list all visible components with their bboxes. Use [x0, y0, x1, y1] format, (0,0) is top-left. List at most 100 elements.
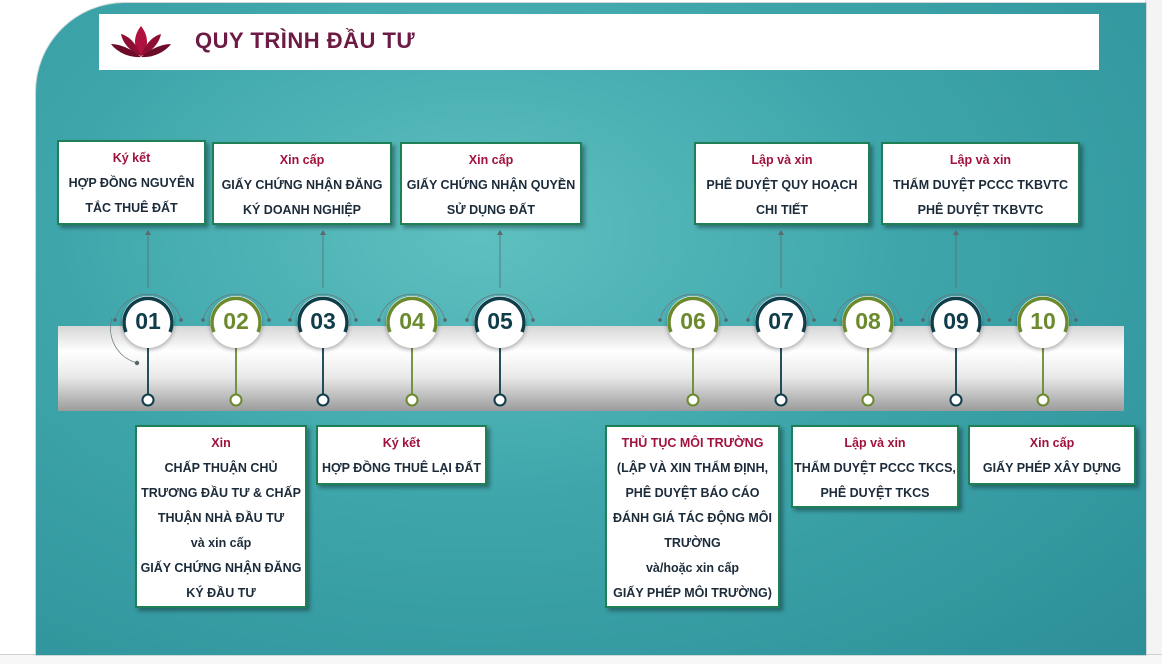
- step-box-line: TẮC THUÊ ĐẤT: [85, 201, 178, 215]
- step-stem-ring: [493, 393, 507, 407]
- step-box-heading: Lập và xin: [844, 436, 906, 450]
- top-connector-arrow: [778, 230, 784, 235]
- step-number-06: 06: [680, 308, 706, 334]
- step-ring: [930, 296, 982, 333]
- step-arc-dot: [179, 318, 183, 322]
- step-arc-dot: [288, 318, 292, 322]
- step-ring: [210, 296, 262, 333]
- top-connector-arrow: [320, 230, 326, 235]
- title-bar: QUY TRÌNH ĐẦU TƯ: [99, 14, 1099, 70]
- step-box-05: Xin cấp GIẤY CHỨNG NHẬN QUYỀN SỬ DỤNG ĐẤ…: [400, 142, 582, 225]
- step-ring: [386, 296, 438, 333]
- step-arc-dot: [921, 318, 925, 322]
- step-ring: [297, 296, 349, 333]
- step-stem-ring: [686, 393, 700, 407]
- step-box-line: HỢP ĐỒNG THUÊ LẠI ĐẤT: [321, 461, 482, 475]
- step-arc-dot: [899, 318, 903, 322]
- step-outer-arc: [114, 293, 182, 321]
- top-connector-arrow: [497, 230, 503, 235]
- step-box-heading: Lập và xin: [751, 153, 813, 167]
- step-ring: [1017, 296, 1069, 333]
- step-outer-arc: [289, 293, 357, 321]
- step-arc-dot: [113, 318, 117, 322]
- step-arc-dot: [746, 318, 750, 322]
- step-box-heading: Xin cấp: [1029, 436, 1075, 450]
- step-box-line: KÝ DOANH NGHIỆP: [242, 203, 362, 217]
- page-title: QUY TRÌNH ĐẦU TƯ: [195, 28, 416, 53]
- step-stem-ring: [861, 393, 875, 407]
- step-ring: [122, 296, 174, 333]
- step-outer-arc: [378, 293, 446, 321]
- step-arc-dot: [354, 318, 358, 322]
- step-arc-dot: [1008, 318, 1012, 322]
- step-box-line: và/hoặc xin cấp: [645, 561, 740, 575]
- step-box-01: Ký kết HỢP ĐỒNG NGUYÊN TẮC THUÊ ĐẤT: [57, 140, 206, 225]
- step-number-03: 03: [310, 308, 336, 334]
- step-stem-ring: [405, 393, 419, 407]
- step-number-05: 05: [487, 308, 513, 334]
- step-outer-arc: [922, 293, 990, 321]
- step-stem-ring: [141, 393, 155, 407]
- step-outer-arc: [202, 293, 270, 321]
- step-box-line: và xin cấp: [190, 536, 252, 550]
- step-number-07: 07: [768, 308, 794, 334]
- step-box-heading: THỦ TỤC MÔI TRƯỜNG: [621, 436, 764, 450]
- step-box-line: TRƯỜNG: [664, 536, 721, 550]
- step-stem-ring: [1036, 393, 1050, 407]
- step-box-heading: Ký kết: [382, 436, 421, 450]
- step-box-heading: Lập và xin: [949, 153, 1012, 167]
- step-number-04: 04: [399, 308, 425, 334]
- step-box-line: TRƯƠNG ĐẦU TƯ & CHẤP: [141, 486, 301, 500]
- step-box-line: PHÊ DUYỆT QUY HOẠCH: [706, 178, 858, 192]
- step-number-10: 10: [1030, 308, 1056, 334]
- step-arc-dot: [658, 318, 662, 322]
- step-box-04: Ký kết HỢP ĐỒNG THUÊ LẠI ĐẤT: [316, 425, 487, 485]
- step-box-09: Lập và xin THẨM DUYỆT PCCC TKBVTC PHÊ DU…: [881, 142, 1080, 225]
- step-arc-dot: [987, 318, 991, 322]
- step-outer-arc: [466, 293, 534, 321]
- step-arc-dot: [531, 318, 535, 322]
- step-arc-dot: [812, 318, 816, 322]
- step-box-heading: Xin cấp: [468, 153, 514, 167]
- step-arc-dot: [1074, 318, 1078, 322]
- step-arc-dot: [377, 318, 381, 322]
- step-box-line: THUẬN NHÀ ĐẦU TƯ: [157, 511, 285, 525]
- step-outer-arc: [110, 317, 138, 364]
- step-box-line: ĐÁNH GIÁ TÁC ĐỘNG MÔI: [612, 511, 773, 525]
- step-box-line: THẨM DUYỆT PCCC TKBVTC: [893, 178, 1068, 192]
- step-arc-dot: [724, 318, 728, 322]
- step-number-09: 09: [943, 308, 969, 334]
- step-box-heading: Xin: [211, 436, 231, 450]
- step-outer-arc: [747, 293, 815, 321]
- step-box-line: CHI TIẾT: [755, 203, 809, 217]
- step-ring: [842, 296, 894, 333]
- step-stem-ring: [774, 393, 788, 407]
- step-arc-dot: [443, 318, 447, 322]
- step-number-08: 08: [855, 308, 881, 334]
- step-box-line: KÝ ĐẦU TƯ: [186, 586, 256, 600]
- step-stem-ring: [949, 393, 963, 407]
- step-number-01: 01: [135, 308, 161, 334]
- step-arc-dot: [465, 318, 469, 322]
- step-ring: [474, 296, 526, 333]
- step-stem-ring: [316, 393, 330, 407]
- step-arc-dot: [833, 318, 837, 322]
- top-connector-arrow: [145, 230, 151, 235]
- step-box-line: (LẬP VÀ XIN THẨM ĐỊNH,: [616, 461, 769, 475]
- step-box-06: THỦ TỤC MÔI TRƯỜNG (LẬP VÀ XIN THẨM ĐỊNH…: [605, 425, 780, 608]
- step-arc-dot: [134, 360, 140, 366]
- step-box-line: HỢP ĐỒNG NGUYÊN: [68, 176, 195, 190]
- step-outer-arc: [1009, 293, 1077, 321]
- step-box-03: Xin cấp GIẤY CHỨNG NHẬN ĐĂNG KÝ DOANH NG…: [212, 142, 392, 225]
- step-box-line: THẨM DUYỆT PCCC TKCS,: [794, 461, 956, 475]
- step-box-heading: Xin cấp: [279, 153, 325, 167]
- step-number-02: 02: [223, 308, 249, 334]
- step-box-07: Lập và xin PHÊ DUYỆT QUY HOẠCH CHI TIẾT: [694, 142, 870, 225]
- step-box-line: GIẤY CHỨNG NHẬN ĐĂNG: [221, 178, 383, 192]
- step-box-08: Lập và xin THẨM DUYỆT PCCC TKCS, PHÊ DUY…: [791, 425, 959, 508]
- step-outer-arc: [834, 293, 902, 321]
- step-box-line: SỬ DỤNG ĐẤT: [446, 203, 536, 217]
- top-connector-arrow: [953, 230, 959, 235]
